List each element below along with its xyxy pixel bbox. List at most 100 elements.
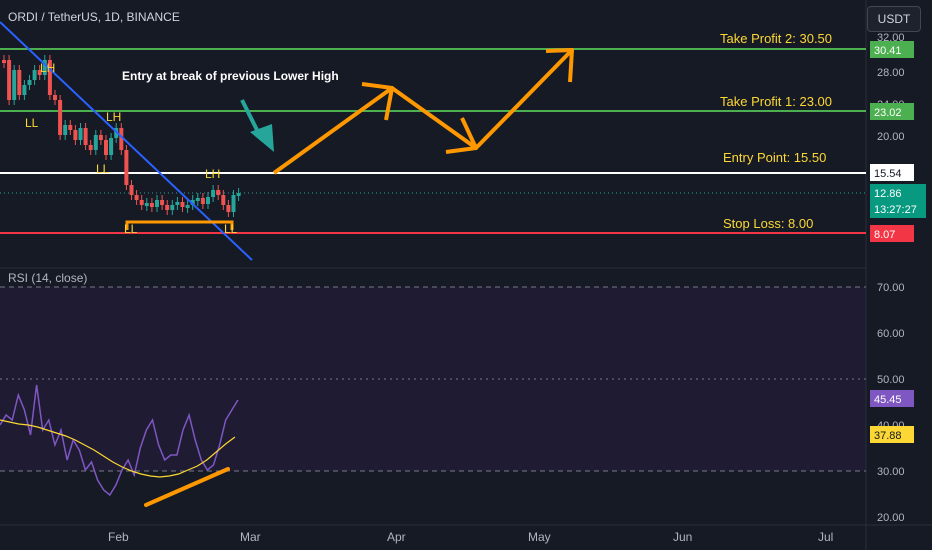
projection-arrowhead-3: [545, 48, 574, 83]
candle: [47, 60, 52, 95]
candle: [104, 140, 108, 155]
candle: [83, 128, 88, 145]
swing-label: LL: [224, 222, 238, 236]
rsi-tick: 60.00: [877, 328, 905, 340]
rsi-divergence-line[interactable]: [144, 467, 230, 507]
candle: [216, 190, 221, 195]
candle: [160, 200, 165, 205]
last-price-text: 12.86: [874, 188, 902, 200]
rsi-tick: 30.00: [877, 466, 905, 478]
projection-path[interactable]: [272, 48, 574, 175]
rsi-ma-badge: [870, 426, 914, 443]
swing-label: LL: [124, 222, 138, 236]
rsi-title[interactable]: RSI (14, close): [8, 271, 88, 285]
projection-arrowhead-2: [445, 117, 478, 154]
rsi-ma-text: 37.88: [874, 430, 902, 442]
candle: [53, 95, 57, 100]
candle: [98, 135, 103, 140]
last-price-badge: [870, 184, 926, 218]
rsi-value-badge: [870, 390, 914, 407]
candle: [73, 130, 78, 140]
candle: [211, 190, 216, 197]
candle: [129, 185, 134, 195]
entry-arrow-icon: [250, 124, 274, 152]
candle: [37, 70, 42, 75]
candle: [78, 128, 83, 140]
candle: [195, 198, 200, 201]
stop-price-badge: [870, 225, 914, 242]
candle: [139, 200, 144, 205]
entry-price-text: 15.54: [874, 168, 902, 180]
candle: [88, 145, 93, 150]
candle: [180, 202, 185, 207]
time-tick: Jul: [818, 530, 833, 544]
take-profit-1-label: Take Profit 1: 23.00: [720, 94, 832, 109]
candle: [17, 70, 22, 95]
rsi-tick: 20.00: [877, 512, 905, 524]
time-tick: Feb: [108, 530, 129, 544]
candle: [175, 202, 180, 205]
time-tick: May: [528, 530, 551, 544]
stop-price-text: 8.07: [874, 229, 895, 241]
time-tick: Mar: [240, 530, 261, 544]
countdown-text: 13:27:27: [874, 204, 917, 216]
rsi-ma-line: [0, 419, 236, 478]
candle: [68, 125, 73, 130]
tp1-price-badge: [870, 103, 914, 120]
take-profit-2-label: Take Profit 2: 30.50: [720, 31, 832, 46]
swing-label: LL: [96, 162, 110, 176]
tp1-price-text: 23.02: [874, 107, 902, 119]
descending-trendline[interactable]: [0, 21, 253, 261]
price-tick: 28.00: [877, 67, 905, 79]
candle: [231, 195, 236, 212]
projection-arrowhead-1: [361, 82, 394, 121]
time-tick: Apr: [387, 530, 406, 544]
currency-button[interactable]: USDT: [867, 6, 921, 32]
candle: [155, 200, 159, 207]
candle: [63, 125, 68, 135]
candle: [27, 80, 32, 85]
stop-loss-label: Stop Loss: 8.00: [723, 216, 813, 231]
candle: [236, 193, 241, 196]
candle: [165, 205, 170, 210]
tp2-price-text: 30.41: [874, 45, 902, 57]
rsi-tick: 70.00: [877, 282, 905, 294]
candle: [22, 85, 27, 95]
entry-point-label: Entry Point: 15.50: [723, 150, 826, 165]
candle: [144, 203, 149, 206]
tp2-price-badge: [870, 41, 914, 58]
swing-label: LH: [106, 110, 121, 124]
candle: [190, 200, 195, 205]
time-tick: Jun: [673, 530, 692, 544]
candle: [200, 198, 205, 204]
candle: [170, 205, 175, 210]
symbol-title[interactable]: ORDI / TetherUS, 1D, BINANCE: [8, 10, 180, 24]
swing-label: LL: [25, 116, 39, 130]
candle: [7, 60, 12, 100]
entry-price-badge: [870, 164, 914, 181]
candle: [12, 70, 17, 100]
candles: [2, 55, 241, 217]
candle: [134, 195, 139, 200]
candle: [58, 100, 63, 135]
candle: [109, 138, 114, 155]
candle: [93, 135, 98, 150]
rsi-value-text: 45.45: [874, 394, 902, 406]
candle: [124, 150, 129, 185]
candle: [42, 60, 47, 75]
candle: [2, 60, 6, 63]
candle: [32, 70, 37, 80]
candle: [206, 197, 210, 204]
entry-note: Entry at break of previous Lower High: [122, 69, 339, 83]
price-tick: 20.00: [877, 131, 905, 143]
range-bracket[interactable]: [125, 220, 234, 230]
rsi-tick: 50.00: [877, 374, 905, 386]
candle: [185, 205, 190, 208]
candle: [226, 205, 231, 212]
candle: [149, 203, 154, 207]
rsi-line: [0, 384, 239, 497]
candle: [119, 128, 124, 150]
swing-label: LH: [40, 61, 55, 75]
swing-label: LH: [205, 167, 220, 181]
